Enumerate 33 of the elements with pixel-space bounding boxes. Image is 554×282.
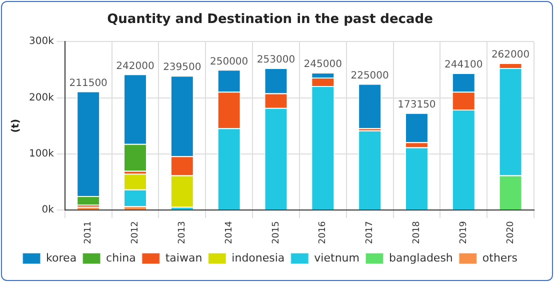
total-label: 262000 xyxy=(491,50,530,61)
x-tick-label: 2013 xyxy=(178,221,188,244)
legend-label: korea xyxy=(46,251,77,264)
x-tick-label: 2016 xyxy=(318,220,328,244)
y-tick-label: 100k xyxy=(28,148,54,160)
x-tick-label: 2017 xyxy=(365,221,376,244)
legend-label: vietnum xyxy=(314,251,360,264)
total-label: 244100 xyxy=(444,60,483,71)
legend-label: taiwan xyxy=(165,251,202,264)
x-tick-label: 2018 xyxy=(412,220,422,244)
total-label: 250000 xyxy=(210,56,248,68)
legend-label: bangladesh xyxy=(388,251,453,264)
legend-label: indonesia xyxy=(232,251,285,264)
total-label: 225000 xyxy=(350,70,389,82)
chart-title: Quantity and Destination in the past decade xyxy=(107,12,434,28)
total-label: 242000 xyxy=(116,60,154,72)
y-tick-label: 200k xyxy=(28,92,54,104)
total-label: 211500 xyxy=(69,78,108,89)
legend-label: china xyxy=(106,251,136,264)
legend-label: others xyxy=(482,251,518,264)
total-label: 245000 xyxy=(304,59,342,70)
x-tick-label: 2015 xyxy=(271,221,282,244)
x-tick-label: 2019 xyxy=(458,220,469,244)
total-label: 239500 xyxy=(163,62,202,74)
total-label: 253000 xyxy=(256,54,296,66)
y-axis-title: (t) xyxy=(10,118,22,133)
y-tick-label: 0k xyxy=(42,204,54,216)
x-tick-label: 2014 xyxy=(224,220,234,244)
x-tick-label: 2012 xyxy=(130,221,141,244)
y-tick-label: 300k xyxy=(28,36,54,48)
x-tick-label: 2011 xyxy=(84,221,94,244)
x-tick-label: 2020 xyxy=(506,220,516,244)
total-label: 173150 xyxy=(398,99,436,110)
